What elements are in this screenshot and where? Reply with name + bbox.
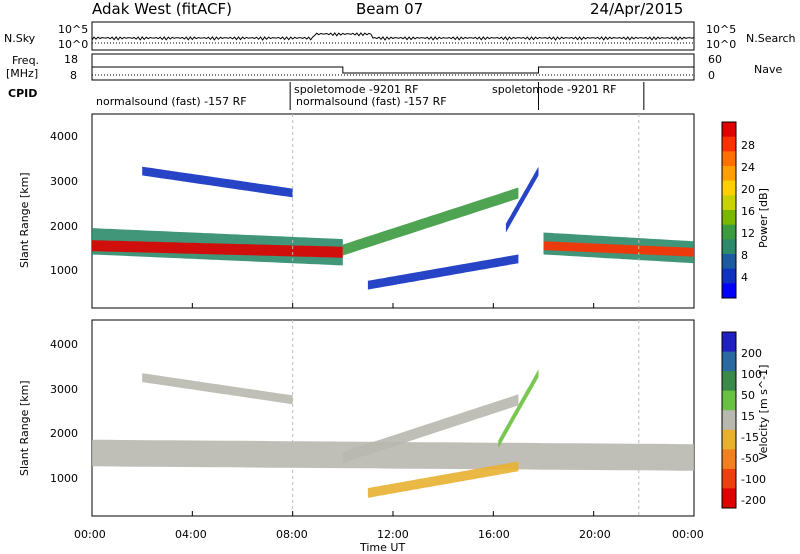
vel-cbar-tick-7: -200 — [741, 494, 766, 507]
nave-tick-60: 60 — [708, 53, 722, 66]
time-tick-0: 00:00 — [74, 528, 106, 541]
nave-label: Nave — [754, 63, 783, 76]
cpid-segment-4: spoletomode -9201 RF — [492, 83, 617, 96]
velocity-range-tick-1000: 1000 — [50, 472, 78, 485]
time-tick-2: 08:00 — [276, 528, 308, 541]
velocity-cbar-label: Velocity [m s^-1] — [757, 364, 770, 460]
power-cbar-swatch — [722, 224, 736, 240]
velocity-band — [92, 439, 694, 471]
velocity-cbar-frame — [721, 331, 737, 509]
velocity-cbar-swatch — [722, 390, 736, 411]
power-cbar-swatch — [722, 254, 736, 270]
velocity-range-tick-2000: 2000 — [50, 427, 78, 440]
noise-axis-bottom: 10^0 — [58, 38, 89, 51]
time-tick-3: 12:00 — [377, 528, 409, 541]
vel-cbar-tick-6: -100 — [741, 473, 766, 486]
noise-axis-right-top: 10^5 — [706, 23, 737, 36]
power-cbar-swatch — [722, 166, 736, 182]
freq-tick-18: 18 — [64, 53, 78, 66]
power-cbar-swatch — [722, 210, 736, 226]
time-tick-4: 16:00 — [478, 528, 510, 541]
nsky-line — [91, 32, 695, 41]
date-title: 24/Apr/2015 — [590, 0, 684, 18]
nsearch-label: N.Search — [746, 32, 796, 45]
power-panel-frame — [91, 113, 695, 309]
noise-axis-right-bottom: 10^0 — [706, 38, 737, 51]
power-cbar-swatch — [722, 239, 736, 255]
vel-cbar-tick-1: 100 — [741, 368, 762, 381]
velocity-cbar-swatch — [722, 332, 736, 353]
velocity-cbar-swatch — [722, 468, 736, 489]
power-band-core-2 — [543, 241, 694, 257]
beam-title: Beam 07 — [356, 0, 424, 18]
power-cbar-swatch — [722, 136, 736, 152]
freq-line — [92, 66, 694, 74]
freq-tick-8: 8 — [70, 69, 77, 82]
power-cbar-tick-5: 8 — [741, 249, 748, 262]
power-range-label: Slant Range [km] — [18, 172, 31, 268]
velocity-arc — [342, 394, 519, 463]
power-range-tick-4000: 4000 — [50, 130, 78, 143]
velocity-cbar-swatch — [722, 488, 736, 509]
velocity-cbar-swatch — [722, 351, 736, 372]
velocity-range-tick-3000: 3000 — [50, 383, 78, 396]
power-lower-arc — [367, 254, 519, 290]
power-cbar-label: Power [dB] — [757, 188, 770, 248]
power-cbar-tick-2: 20 — [741, 183, 755, 196]
power-cbar-swatch — [722, 195, 736, 211]
power-cbar-tick-3: 16 — [741, 205, 755, 218]
power-cbar-frame — [721, 121, 737, 299]
velocity-cbar-swatch — [722, 449, 736, 470]
vel-cbar-tick-3: 15 — [741, 410, 755, 423]
nave-tick-0: 0 — [708, 69, 715, 82]
velocity-positive-streak — [498, 369, 539, 449]
power-cbar-tick-1: 24 — [741, 161, 755, 174]
velocity-negative-arc — [367, 461, 519, 498]
power-streak — [505, 166, 539, 233]
power-range-tick-1000: 1000 — [50, 264, 78, 277]
power-range-tick-3000: 3000 — [50, 175, 78, 188]
vel-cbar-tick-0: 200 — [741, 347, 762, 360]
freq-label-line1: Freq. — [12, 54, 40, 67]
velocity-cbar-swatch — [722, 371, 736, 392]
freq-label-line2: [MHz] — [6, 67, 39, 80]
nsky-label: N.Sky — [4, 32, 36, 45]
power-cbar-swatch — [722, 180, 736, 196]
station-title: Adak West (fitACF) — [92, 0, 232, 18]
cpid-label: CPID — [8, 87, 38, 100]
velocity-range-tick-4000: 4000 — [50, 338, 78, 351]
power-cbar-tick-4: 12 — [741, 227, 755, 240]
time-axis-label: Time UT — [360, 541, 406, 554]
velocity-range-label: Slant Range [km] — [18, 380, 31, 476]
cpid-segment-3: normalsound (fast) -157 RF — [296, 95, 447, 108]
power-arc — [342, 187, 519, 256]
time-tick-5: 20:00 — [579, 528, 611, 541]
velocity-cbar-swatch — [722, 410, 736, 431]
noise-axis-top: 10^5 — [58, 23, 89, 36]
power-cbar-swatch — [722, 122, 736, 138]
cpid-segment-1: normalsound (fast) -157 RF — [96, 95, 247, 108]
power-range-tick-2000: 2000 — [50, 220, 78, 233]
velocity-upper-trail — [142, 373, 293, 405]
power-cbar-swatch — [722, 268, 736, 284]
time-tick-1: 04:00 — [175, 528, 207, 541]
cpid-segment-2: spoletomode -9201 RF — [294, 83, 419, 96]
time-tick-6: 00:00 — [672, 528, 704, 541]
vel-cbar-tick-4: -15 — [741, 431, 759, 444]
power-band-core — [92, 240, 343, 258]
velocity-panel-frame — [91, 319, 695, 517]
vel-cbar-tick-2: 50 — [741, 389, 755, 402]
power-cbar-tick-6: 4 — [741, 271, 748, 284]
power-cbar-swatch — [722, 283, 736, 299]
power-cbar-swatch — [722, 151, 736, 167]
noise-panel-frame — [91, 21, 695, 51]
vel-cbar-tick-5: -50 — [741, 452, 759, 465]
power-upper-trail — [142, 166, 293, 198]
velocity-cbar-swatch — [722, 429, 736, 450]
power-cbar-tick-0: 28 — [741, 139, 755, 152]
